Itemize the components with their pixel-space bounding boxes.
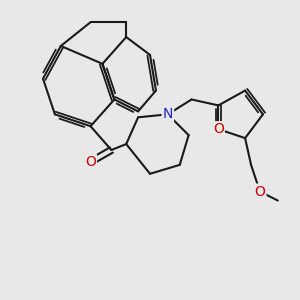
Text: N: N <box>163 107 173 121</box>
Text: O: O <box>254 184 266 199</box>
Text: O: O <box>213 122 224 136</box>
Text: O: O <box>85 155 96 169</box>
